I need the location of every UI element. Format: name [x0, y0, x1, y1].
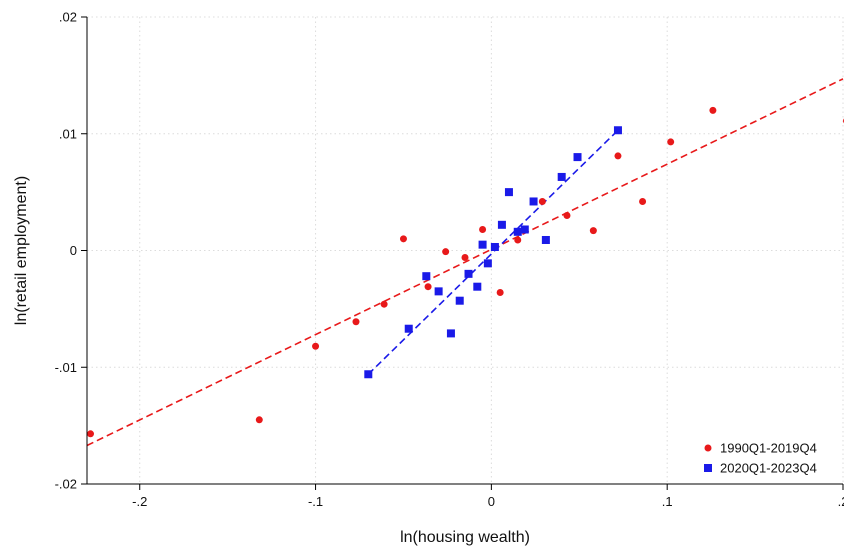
fit-line: [86, 78, 844, 447]
circle-point: [667, 138, 675, 146]
legend-label: 2020Q1-2023Q4: [720, 461, 817, 476]
y-tick-label: -.02: [55, 477, 77, 492]
legend-square-swatch: [704, 464, 712, 472]
circle-point: [380, 300, 388, 308]
circle-point: [709, 106, 717, 114]
x-axis-title: ln(housing wealth): [400, 529, 530, 546]
y-tick-label: -.01: [55, 360, 77, 375]
square-point: [422, 272, 431, 281]
square-point: [434, 287, 443, 296]
circle-point: [514, 236, 522, 244]
circle-point: [538, 197, 546, 205]
y-tick-label: .01: [59, 126, 77, 141]
y-axis-title: ln(retail employment): [13, 176, 30, 325]
square-point: [490, 242, 499, 251]
x-tick-label: .2: [838, 494, 844, 509]
square-point: [541, 235, 550, 244]
square-point: [557, 172, 566, 181]
circle-point: [442, 248, 450, 256]
circle-point: [563, 211, 571, 219]
legend-label: 1990Q1-2019Q4: [720, 441, 817, 456]
square-point: [478, 240, 487, 249]
grid-lines: [87, 16, 844, 485]
circle-point: [496, 289, 504, 297]
square-point: [573, 153, 582, 162]
circle-point: [614, 152, 622, 160]
square-point: [364, 370, 373, 379]
square-point: [520, 225, 529, 234]
circle-point: [352, 318, 360, 326]
x-tick-label: -.2: [132, 494, 147, 509]
fit-line: [367, 129, 619, 375]
y-tick-label: .02: [59, 10, 77, 25]
circle-point: [87, 430, 95, 438]
square-point: [529, 197, 538, 206]
legend-circle-swatch: [704, 444, 712, 452]
circle-point: [589, 227, 597, 235]
data-points: [87, 106, 844, 438]
circle-point: [461, 254, 469, 262]
square-point: [497, 220, 506, 229]
x-tick-label: 0: [488, 494, 495, 509]
square-point: [464, 269, 473, 278]
circle-point: [424, 283, 432, 291]
square-point: [473, 282, 482, 291]
circle-point: [399, 235, 407, 243]
x-tick-label: .1: [662, 494, 673, 509]
square-point: [404, 324, 413, 333]
square-point: [446, 329, 455, 338]
x-tick-label: -.1: [308, 494, 323, 509]
square-point: [613, 126, 622, 135]
circle-point: [312, 342, 320, 350]
square-point: [513, 227, 522, 236]
square-point: [455, 296, 464, 305]
legend: 1990Q1-2019Q4 2020Q1-2023Q4: [704, 441, 817, 476]
circle-point: [479, 225, 487, 233]
square-point: [483, 259, 492, 268]
square-point: [504, 188, 513, 197]
y-tick-label: 0: [70, 243, 77, 258]
circle-point: [255, 416, 263, 424]
circle-point: [639, 197, 647, 205]
fit-lines: [86, 78, 844, 447]
axes: -.2 -.1 0 .1 .2 -.02 -.01 0 .01 .02: [55, 10, 844, 510]
